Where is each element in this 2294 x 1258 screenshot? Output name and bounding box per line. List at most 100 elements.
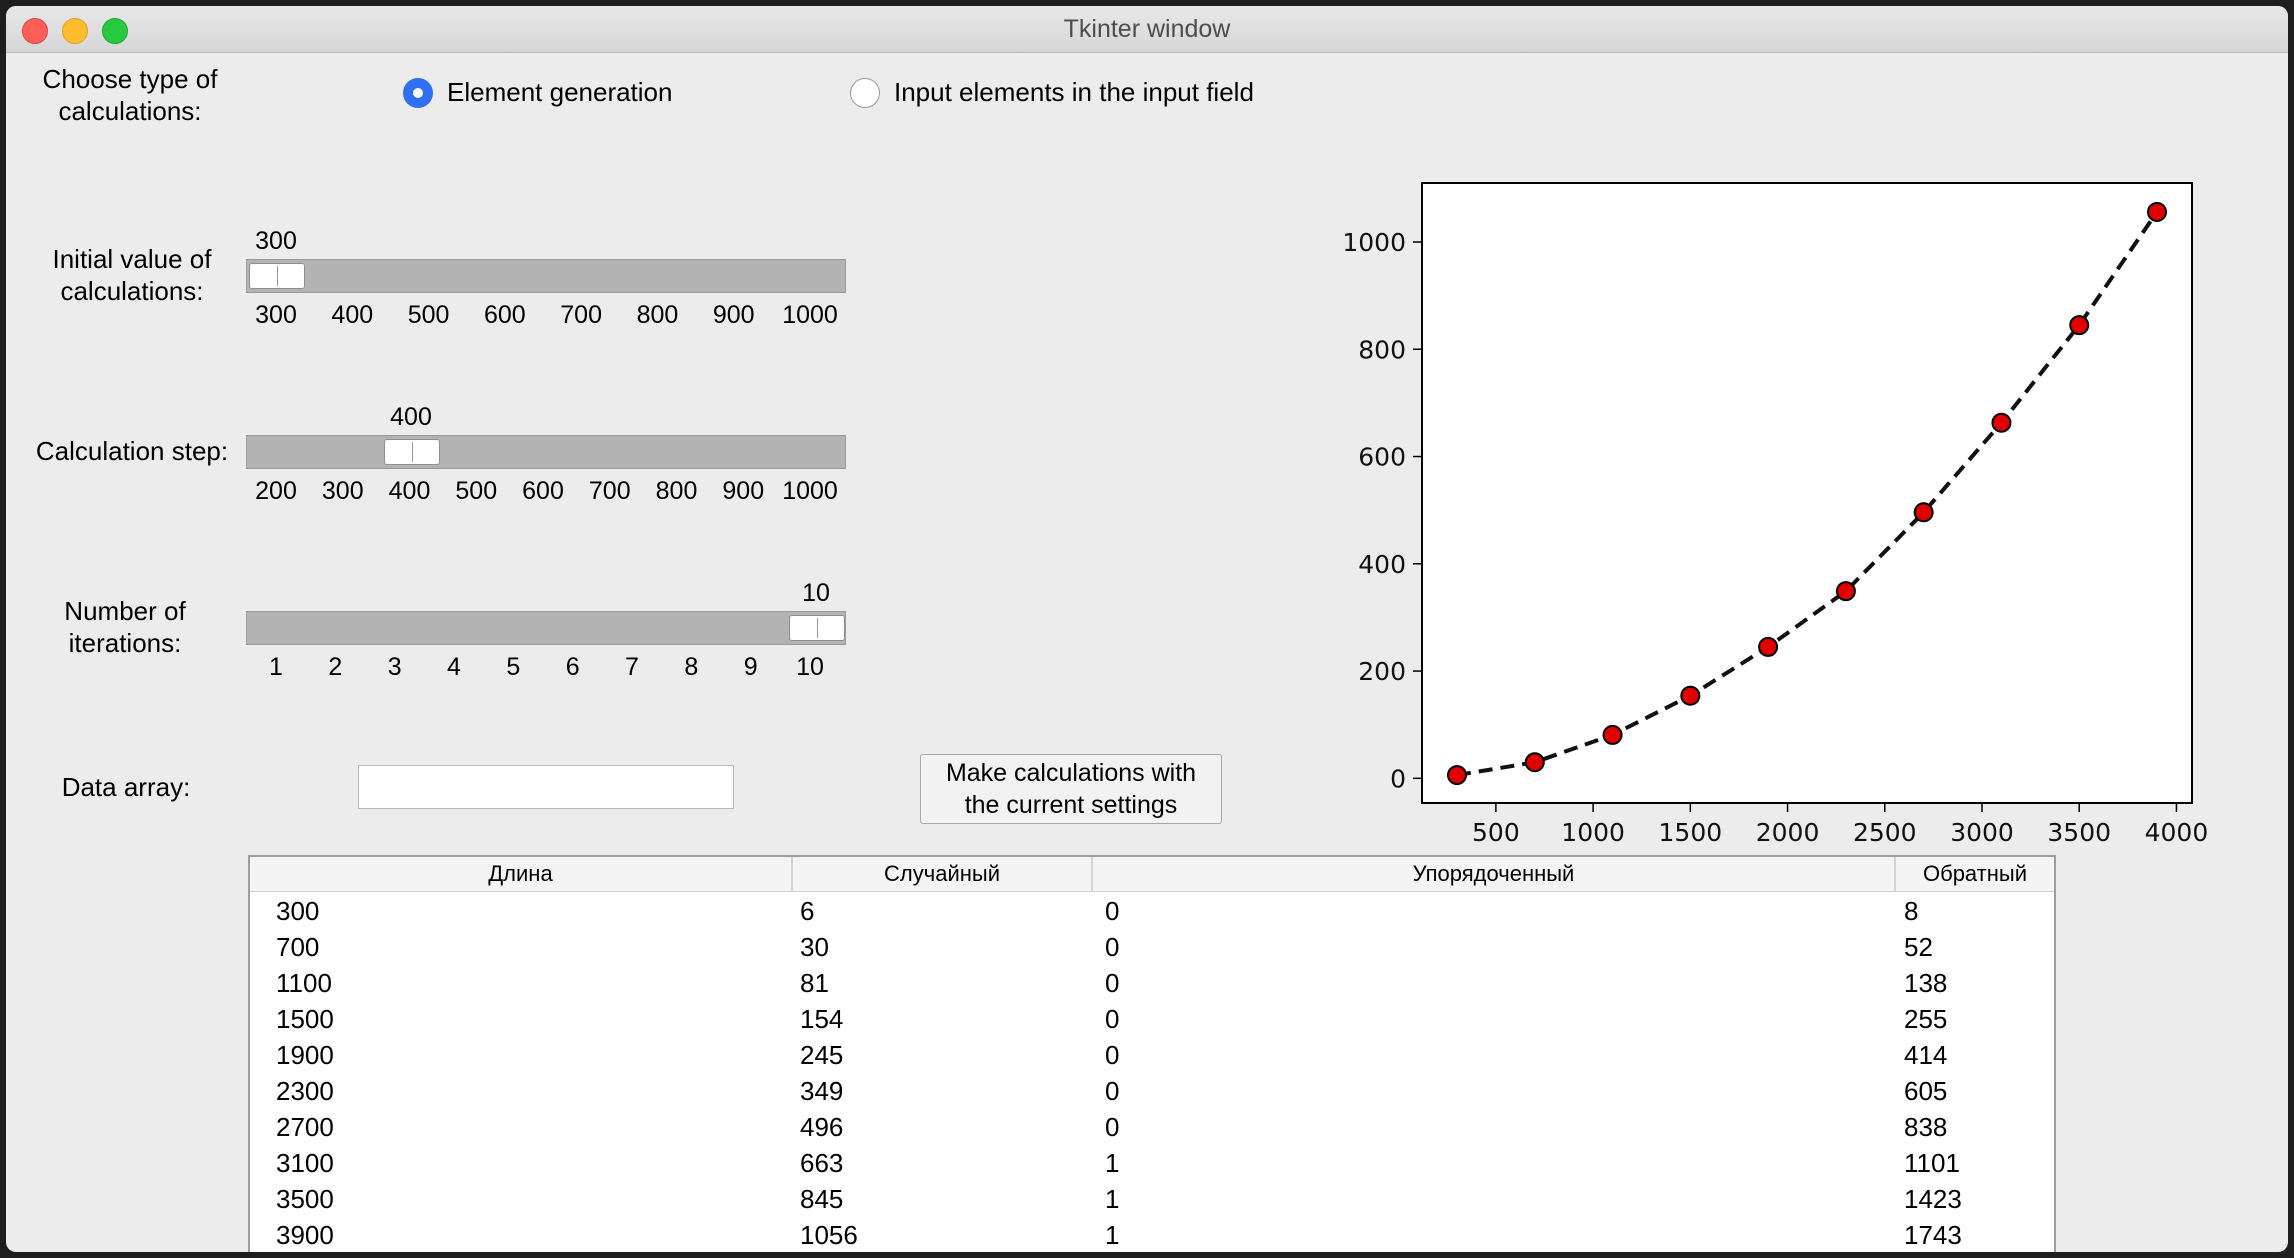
table-cell: 1500 xyxy=(276,1004,334,1034)
table-cell: 154 xyxy=(800,1004,844,1034)
data-point xyxy=(1991,412,2012,433)
data-array-input[interactable] xyxy=(358,765,734,809)
table-cell: 605 xyxy=(1904,1076,1948,1106)
slider-trough[interactable] xyxy=(246,259,846,293)
x-tick-label: 3500 xyxy=(2047,818,2111,847)
table-cell: 496 xyxy=(800,1112,844,1142)
data-point xyxy=(1680,685,1701,706)
column-header-length[interactable]: Длина xyxy=(250,857,793,891)
title-bar: Tkinter window xyxy=(6,6,2288,53)
close-window-button[interactable] xyxy=(22,18,48,44)
x-tick-label: 4000 xyxy=(2145,818,2209,847)
tick-label: 800 xyxy=(655,477,698,505)
x-tick-label: 1500 xyxy=(1659,818,1723,847)
radio-input-elements[interactable]: Input elements in the input field xyxy=(850,77,1254,108)
iterations-ticks: 1 2 3 4 5 6 7 8 9 10 xyxy=(246,653,846,683)
data-point xyxy=(1835,581,1856,602)
table-cell: 0 xyxy=(1105,1076,1120,1106)
calc-step-ticks: 200 300 400 500 600 700 800 900 1000 xyxy=(246,477,846,507)
table-row[interactable]: 1100 81 0 138 xyxy=(250,965,2054,1001)
table-cell: 3900 xyxy=(276,1220,334,1250)
table-cell: 8 xyxy=(1904,896,1919,926)
table-row[interactable]: 1500 154 0 255 xyxy=(250,1001,2054,1037)
y-tick-label: 400 xyxy=(1358,550,1406,579)
tick-label: 9 xyxy=(743,653,758,681)
table-row[interactable]: 700 30 0 52 xyxy=(250,929,2054,965)
table-cell: 30 xyxy=(800,932,829,962)
make-calculations-button[interactable]: Make calculations with the current setti… xyxy=(920,754,1222,824)
table-cell: 0 xyxy=(1105,968,1120,998)
table-cell: 138 xyxy=(1904,968,1948,998)
results-chart: 500 1000 1500 2000 2500 3000 3500 4000 0 200 400 60… xyxy=(1342,182,2209,847)
table-row[interactable]: 3500 845 1 1423 xyxy=(250,1181,2054,1217)
table-cell: 1 xyxy=(1105,1184,1120,1214)
slider-trough[interactable] xyxy=(246,435,846,469)
table-row[interactable]: 3100 663 1 1101 xyxy=(250,1145,2054,1181)
table-cell: 2300 xyxy=(276,1076,334,1106)
tick-label: 3 xyxy=(387,653,402,681)
tick-label: 5 xyxy=(506,653,521,681)
table-cell: 1 xyxy=(1105,1148,1120,1178)
table-cell: 300 xyxy=(276,896,320,926)
initial-value-ticks: 300 400 500 600 700 800 900 1000 xyxy=(246,301,846,331)
table-cell: 1900 xyxy=(276,1040,334,1070)
tick-label: 7 xyxy=(625,653,639,681)
tick-label: 400 xyxy=(331,301,374,329)
table-row[interactable]: 3900 1056 1 1743 xyxy=(250,1217,2054,1252)
iterations-readout: 10 xyxy=(802,579,830,607)
table-row[interactable]: 2300 349 0 605 xyxy=(250,1073,2054,1109)
radio-element-generation[interactable]: Element generation xyxy=(403,77,672,108)
slider-handle[interactable] xyxy=(789,615,845,641)
slider-handle[interactable] xyxy=(249,263,305,289)
column-header-random[interactable]: Случайный xyxy=(793,857,1093,891)
tick-label: 700 xyxy=(588,477,631,505)
tick-label: 900 xyxy=(712,301,755,329)
table-header: Длина Случайный Упорядоченный Обратный xyxy=(250,857,2054,892)
table-row[interactable]: 300 6 0 8 xyxy=(250,893,2054,929)
data-point xyxy=(1758,636,1779,657)
table-cell: 6 xyxy=(800,896,815,926)
radio-element-generation-label: Element generation xyxy=(447,77,673,107)
results-table[interactable]: Длина Случайный Упорядоченный Обратный 3… xyxy=(248,855,2056,1252)
tick-label: 600 xyxy=(483,301,526,329)
table-cell: 845 xyxy=(800,1184,844,1214)
tick-label: 8 xyxy=(684,653,699,681)
column-header-sorted[interactable]: Упорядоченный xyxy=(1093,857,1896,891)
tick-label: 200 xyxy=(255,477,297,505)
x-tick-label: 3000 xyxy=(1950,818,2014,847)
tick-label: 300 xyxy=(321,477,364,505)
data-point xyxy=(1602,724,1623,745)
iterations-label: Number of iterations: xyxy=(64,596,186,658)
table-row[interactable]: 2700 496 0 838 xyxy=(250,1109,2054,1145)
initial-value-label: Initial value of calculations: xyxy=(52,244,212,306)
table-cell: 1743 xyxy=(1904,1220,1962,1250)
column-header-reversed[interactable]: Обратный xyxy=(1922,861,2028,886)
x-tick-label: 2000 xyxy=(1756,818,1820,847)
tick-label: 10 xyxy=(796,653,824,681)
slider-trough[interactable] xyxy=(246,611,846,645)
calc-step-readout: 400 xyxy=(390,403,432,431)
tick-label: 800 xyxy=(636,301,679,329)
x-tick-label: 500 xyxy=(1472,818,1520,847)
table-cell: 0 xyxy=(1105,1112,1120,1142)
minimize-window-button[interactable] xyxy=(62,18,88,44)
maximize-window-button[interactable] xyxy=(102,18,128,44)
table-cell: 255 xyxy=(1904,1004,1948,1034)
initial-value-readout: 300 xyxy=(255,227,297,255)
y-tick-label: 200 xyxy=(1358,657,1406,686)
tick-label: 900 xyxy=(722,477,765,505)
table-cell: 0 xyxy=(1105,932,1120,962)
slider-handle[interactable] xyxy=(384,439,440,465)
radio-input-elements-label: Input elements in the input field xyxy=(894,77,1254,107)
radio-unselected-indicator[interactable] xyxy=(850,77,880,108)
make-calculations-label: Make calculations with the current setti… xyxy=(945,759,1197,819)
data-point xyxy=(1524,752,1545,773)
data-point xyxy=(2069,315,2090,336)
x-tick-label: 2500 xyxy=(1853,818,1917,847)
y-tick-label: 0 xyxy=(1390,764,1406,793)
table-cell: 1101 xyxy=(1904,1148,1960,1178)
table-cell: 3500 xyxy=(276,1184,334,1214)
table-cell: 81 xyxy=(800,968,829,998)
radio-selected-indicator[interactable] xyxy=(403,77,433,108)
table-row[interactable]: 1900 245 0 414 xyxy=(250,1037,2054,1073)
